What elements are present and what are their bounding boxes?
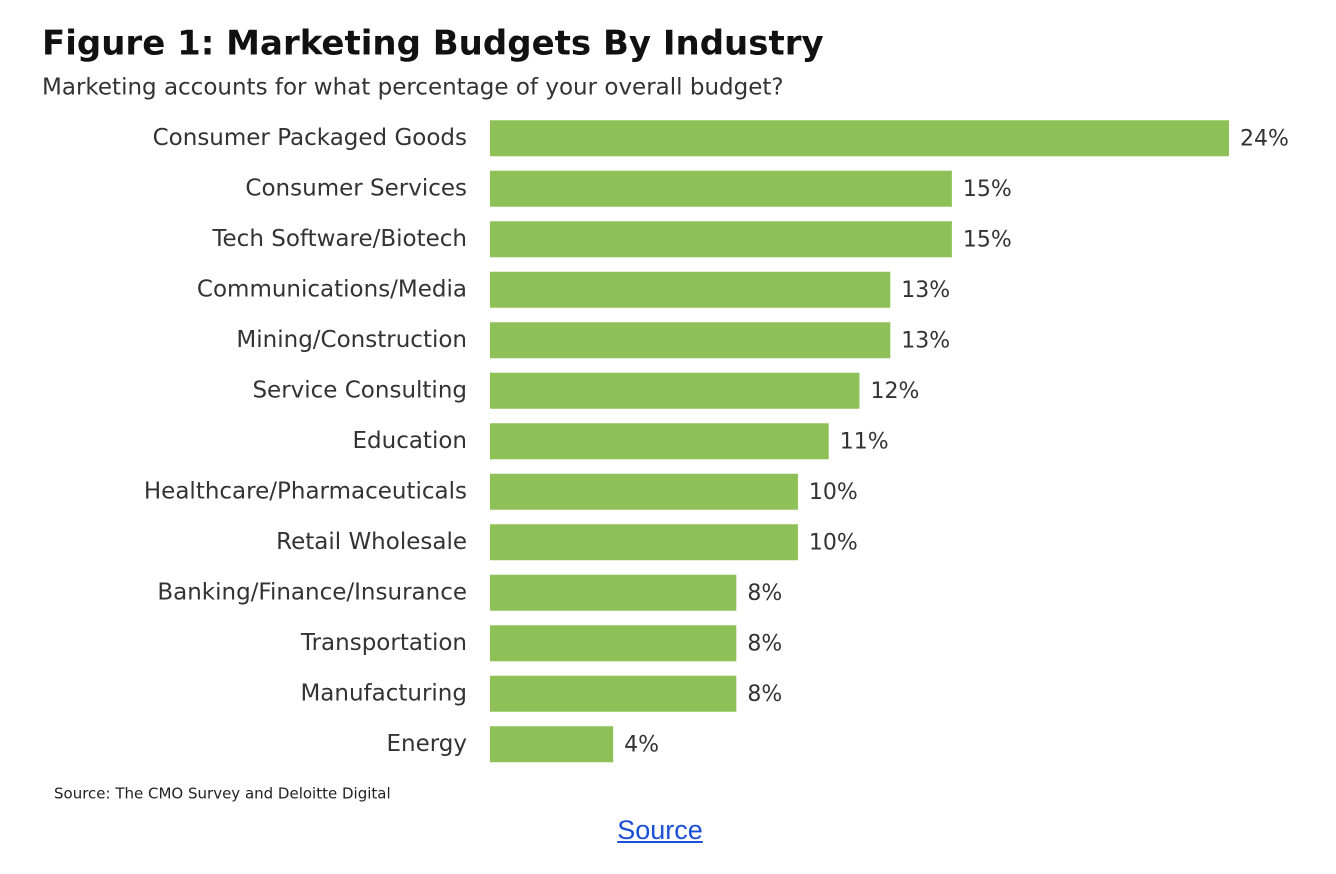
source-link[interactable]: Source [617, 815, 703, 845]
category-label: Education [352, 428, 467, 454]
chart-subtitle: Marketing accounts for what percentage o… [42, 75, 784, 101]
value-label: 4% [624, 732, 659, 757]
bar [490, 524, 798, 561]
value-label: 8% [747, 631, 782, 656]
category-label: Mining/Construction [236, 327, 467, 353]
category-label: Service Consulting [252, 377, 467, 403]
category-label: Retail Wholesale [276, 529, 467, 555]
value-label: 8% [747, 682, 782, 707]
bar [490, 423, 829, 460]
value-label: 13% [901, 328, 950, 353]
bar [490, 726, 614, 763]
bar [490, 170, 952, 207]
bar [490, 120, 1229, 157]
value-label: 15% [963, 177, 1012, 202]
category-label: Energy [386, 731, 467, 757]
chart-title: Figure 1: Marketing Budgets By Industry [42, 24, 824, 64]
value-label: 15% [963, 227, 1012, 252]
category-label: Banking/Finance/Insurance [157, 579, 467, 605]
bar [490, 221, 952, 258]
category-label: Tech Software/Biotech [211, 226, 467, 252]
category-label: Communications/Media [197, 276, 467, 302]
value-label: 8% [747, 581, 782, 606]
bar [490, 625, 737, 662]
bar [490, 271, 891, 308]
bar [490, 574, 737, 611]
value-label: 12% [871, 379, 920, 404]
source-note: Source: The CMO Survey and Deloitte Digi… [54, 785, 391, 803]
bar [490, 473, 798, 510]
value-label: 10% [809, 480, 858, 505]
value-label: 13% [901, 278, 950, 303]
bar [490, 675, 737, 712]
category-label: Healthcare/Pharmaceuticals [144, 478, 467, 504]
value-label: 24% [1240, 126, 1289, 151]
category-label: Manufacturing [300, 680, 467, 706]
bar [490, 372, 860, 409]
value-label: 11% [840, 429, 889, 454]
category-label: Consumer Packaged Goods [153, 125, 467, 151]
category-label: Transportation [300, 630, 467, 656]
category-label: Consumer Services [245, 175, 467, 201]
value-label: 10% [809, 530, 858, 555]
bar [490, 322, 891, 359]
